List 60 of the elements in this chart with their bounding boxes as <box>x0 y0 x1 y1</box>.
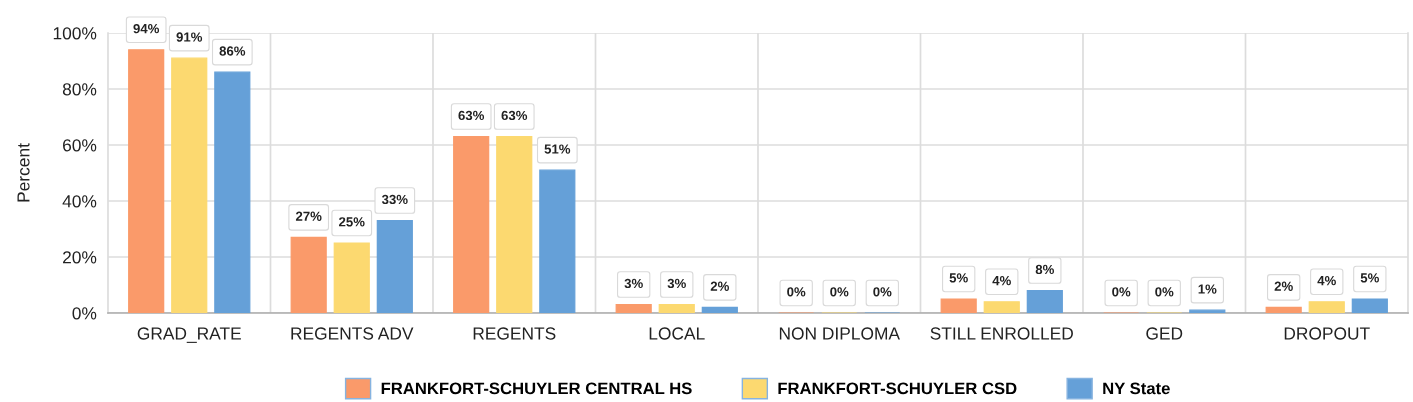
data-label: 1% <box>1198 284 1217 294</box>
y-tick-label: 100% <box>53 27 97 40</box>
x-tick-label: DROPOUT <box>1284 327 1370 340</box>
bar <box>290 236 327 313</box>
legend-label: FRANKFORT-SCHUYLER CENTRAL HS <box>381 382 692 395</box>
bar <box>496 135 533 313</box>
x-tick-label: NON DIPLOMA <box>779 327 900 340</box>
data-label: 4% <box>1317 275 1336 286</box>
bar <box>658 303 695 313</box>
bar <box>701 306 738 313</box>
data-label: 5% <box>949 273 968 283</box>
bar <box>333 242 370 313</box>
bar <box>1351 298 1388 313</box>
data-label: 51% <box>544 144 571 154</box>
x-tick-label: REGENTS <box>473 327 556 340</box>
data-label: 25% <box>339 217 365 227</box>
data-label: 0% <box>1112 287 1131 297</box>
data-label: 2% <box>710 281 729 291</box>
y-tick-label: 20% <box>63 251 97 264</box>
data-label: 0% <box>873 287 892 297</box>
y-axis-title: Percent <box>17 143 30 202</box>
data-label: 8% <box>1035 264 1054 275</box>
y-tick-label: 60% <box>63 139 97 152</box>
bar <box>983 301 1020 313</box>
data-label: 63% <box>501 110 528 121</box>
bar <box>376 219 413 313</box>
data-label: 0% <box>1155 287 1174 297</box>
data-label: 5% <box>1360 273 1379 283</box>
data-label: 0% <box>787 287 806 297</box>
x-tick-label: STILL ENROLLED <box>930 327 1073 340</box>
data-label: 3% <box>624 278 643 289</box>
y-tick-label: 80% <box>62 83 97 96</box>
bar <box>940 298 977 313</box>
y-tick-label: 40% <box>62 195 97 208</box>
bar <box>453 135 490 313</box>
data-label: 0% <box>830 287 849 297</box>
bar <box>1265 306 1302 313</box>
data-label: 63% <box>458 110 485 121</box>
x-tick-label: LOCAL <box>649 327 705 340</box>
data-label: 4% <box>992 275 1011 286</box>
bar <box>171 57 208 313</box>
legend-label: FRANKFORT-SCHUYLER CSD <box>778 382 1017 395</box>
y-tick-label: 0% <box>72 307 97 320</box>
bar <box>128 49 165 313</box>
bar <box>1308 301 1345 313</box>
x-tick-label: REGENTS ADV <box>291 327 414 340</box>
bar <box>615 303 652 313</box>
data-label: 27% <box>295 211 322 221</box>
data-label: 33% <box>381 194 408 205</box>
data-label: 94% <box>133 23 160 34</box>
legend-label: NY State <box>1103 382 1170 395</box>
bar <box>539 169 576 313</box>
bar <box>214 71 251 313</box>
data-label: 86% <box>219 46 246 56</box>
x-tick-label: GED <box>1146 327 1183 340</box>
x-tick-label: GRAD_RATE <box>137 327 241 343</box>
data-label: 91% <box>176 32 203 42</box>
bar <box>1026 289 1063 313</box>
data-label: 2% <box>1274 281 1293 291</box>
data-label: 3% <box>667 278 686 289</box>
